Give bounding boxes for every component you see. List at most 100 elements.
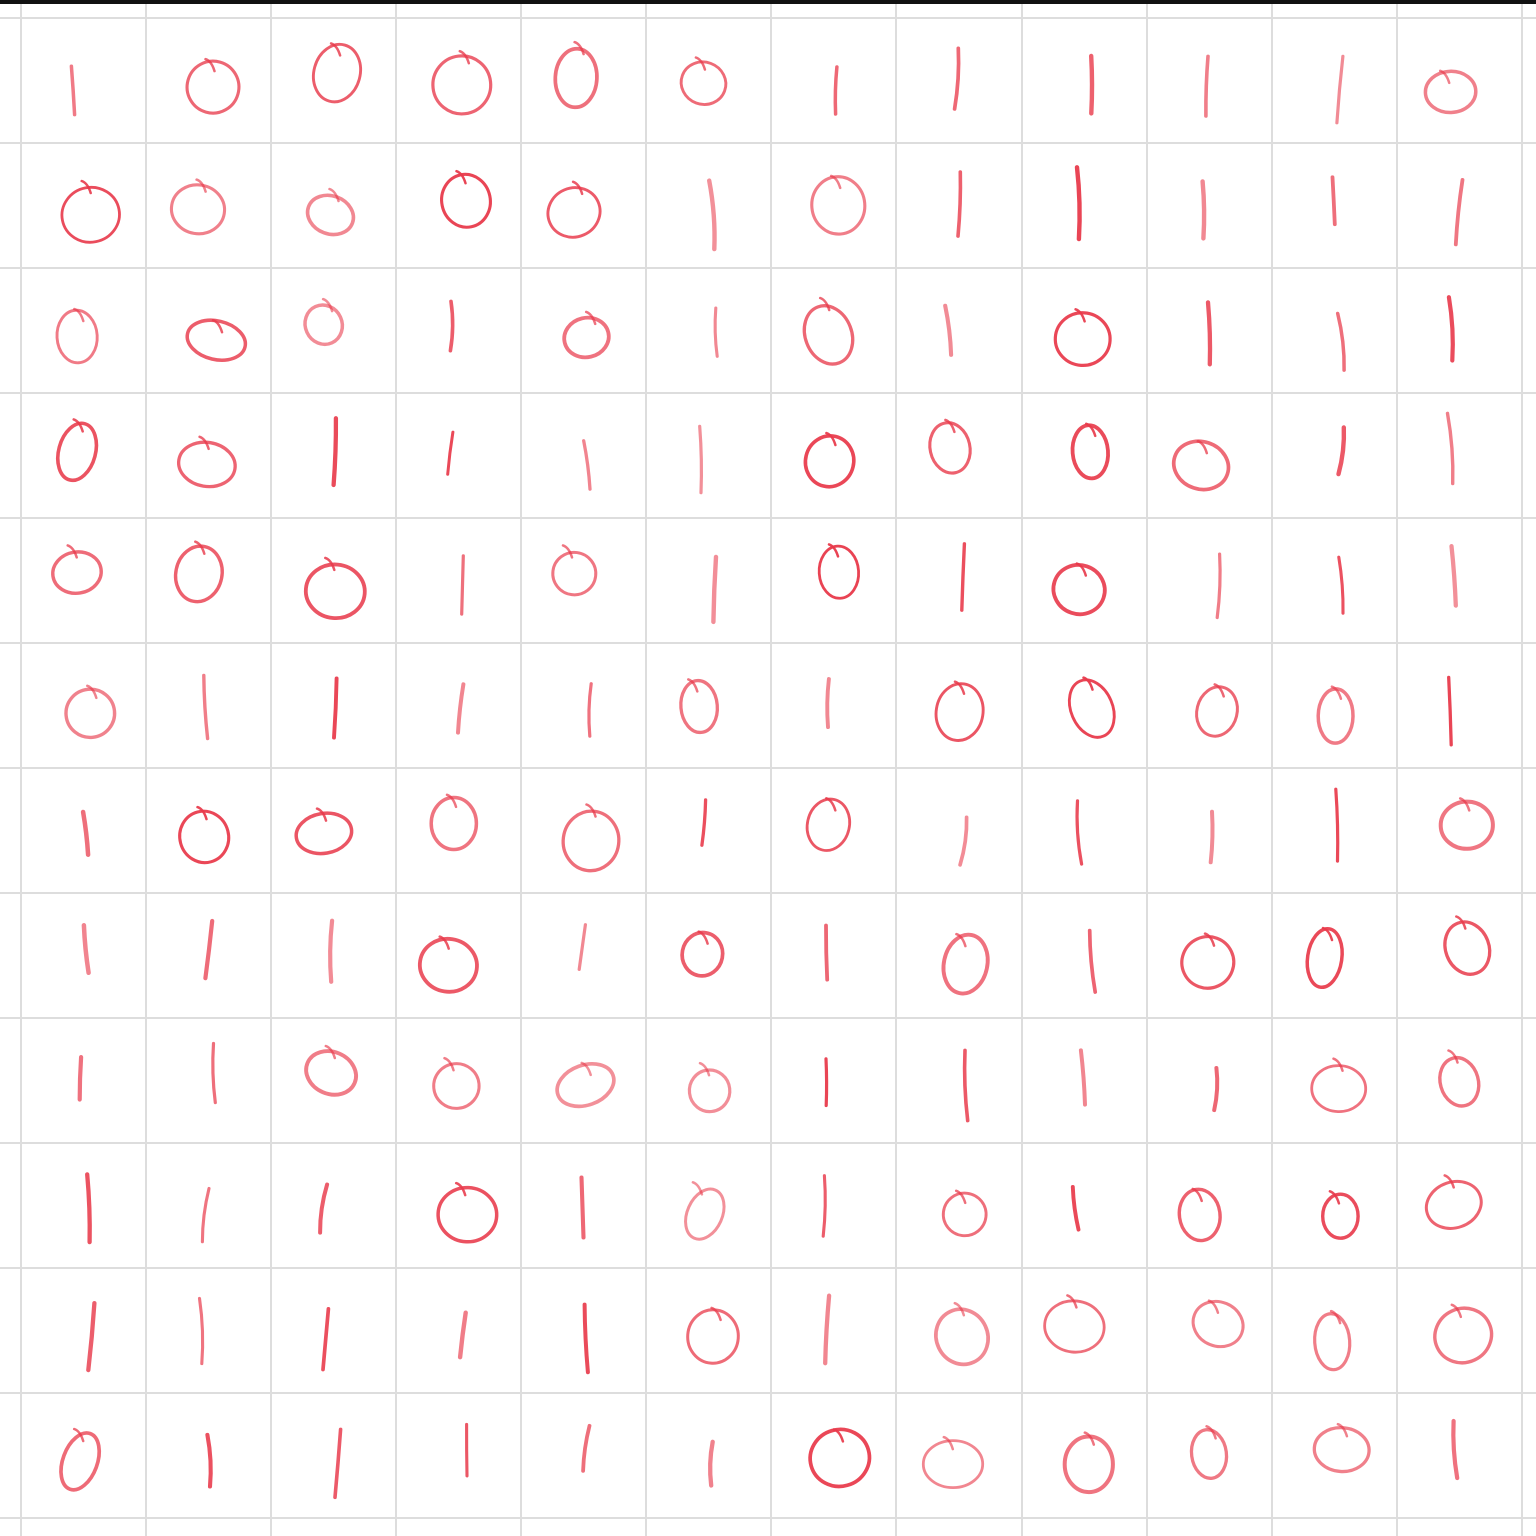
digit-zero-stroke: [1177, 1187, 1222, 1243]
grid-cell: [896, 1143, 1021, 1268]
digit-zero-stroke: [1443, 920, 1492, 976]
digit-one-stroke: [321, 1307, 331, 1372]
digit-zero-stroke: [679, 60, 728, 106]
grid-cell: [1397, 518, 1522, 643]
digit-zero-tail: [1438, 69, 1451, 85]
digit-one-stroke: [457, 1310, 468, 1360]
digit-one-stroke: [211, 1041, 217, 1105]
grid-cell: [1022, 518, 1147, 643]
digit-zero-tail: [1196, 439, 1209, 455]
digit-zero-tail: [829, 174, 842, 190]
digit-zero-stroke: [817, 544, 861, 600]
digit-zero-stroke: [941, 932, 990, 996]
digit-zero-stroke: [941, 1191, 988, 1238]
digit-zero-stroke: [305, 193, 356, 237]
grid-cell: [396, 768, 521, 893]
grid-cell: [146, 518, 271, 643]
digit-zero-stroke: [185, 318, 248, 362]
grid-cell: [646, 268, 771, 393]
grid-cell: [896, 393, 1021, 518]
grid-cell: [1397, 768, 1522, 893]
digit-zero-tail: [1213, 683, 1225, 698]
digit-zero-stroke: [553, 46, 599, 110]
digit-zero-tail: [1450, 1303, 1463, 1319]
grid-cell: [21, 143, 146, 268]
digit-one-stroke: [956, 170, 963, 238]
digit-zero-stroke: [59, 1431, 102, 1492]
digit-one-stroke: [579, 1175, 586, 1240]
digit-zero-stroke: [1423, 69, 1478, 115]
digit-zero-stroke: [1062, 1434, 1115, 1495]
digit-one-stroke: [203, 918, 215, 981]
grid-cell: [396, 1018, 521, 1143]
grid-cell: [1272, 143, 1397, 268]
digit-zero-stroke: [417, 936, 479, 994]
digit-zero-stroke: [680, 930, 725, 978]
digit-one-stroke: [711, 554, 719, 625]
grid-cell: [271, 143, 396, 268]
grid-cell: [771, 1018, 896, 1143]
digit-one-stroke: [446, 430, 455, 476]
digit-zero-stroke: [311, 42, 363, 104]
digit-one-stroke: [713, 306, 719, 358]
grid-cell: [1397, 18, 1522, 143]
grid-cell: [21, 893, 146, 1018]
grid-cell: [146, 643, 271, 768]
grid-cell: [896, 1268, 1021, 1393]
digit-zero-tail: [827, 543, 840, 558]
digit-zero-stroke: [169, 183, 227, 236]
digit-one-stroke: [1449, 544, 1458, 608]
digit-zero-tail: [1443, 1174, 1455, 1189]
digit-zero-stroke: [934, 682, 985, 742]
digit-one-stroke: [333, 1427, 343, 1500]
digit-zero-stroke: [1316, 687, 1355, 745]
grid-cell: [896, 268, 1021, 393]
grid-cell: [521, 1268, 646, 1393]
digit-zero-tail: [443, 1056, 455, 1072]
digit-one-stroke: [960, 542, 967, 612]
digit-zero-stroke: [64, 687, 117, 740]
digit-one-stroke: [1334, 787, 1340, 863]
grid-cell: [646, 1018, 771, 1143]
digit-zero-stroke: [440, 172, 492, 229]
digit-zero-stroke: [1320, 1192, 1360, 1240]
grid-cell: [1147, 393, 1272, 518]
digit-zero-tail: [1328, 1190, 1341, 1205]
digit-one-stroke: [1446, 295, 1455, 363]
grid-cell: [21, 18, 146, 143]
grid-cell: [646, 768, 771, 893]
digit-one-stroke: [582, 439, 592, 491]
digit-zero-tail: [698, 1061, 711, 1077]
digit-zero-stroke: [60, 185, 121, 244]
digit-zero-tail: [955, 932, 967, 948]
grid-cell: [271, 1393, 396, 1518]
digit-zero-stroke: [303, 303, 345, 347]
digit-one-stroke: [1089, 53, 1095, 116]
digit-one-stroke: [833, 65, 839, 116]
digit-zero-stroke: [1053, 311, 1112, 368]
digit-one-stroke: [698, 424, 704, 495]
grid-cell: [1397, 1393, 1522, 1518]
grid-cell: [1272, 893, 1397, 1018]
digit-zero-tail: [1203, 932, 1216, 947]
digit-zero-tail: [198, 435, 210, 451]
digit-zero-stroke: [431, 54, 493, 116]
digit-one-stroke: [456, 682, 466, 735]
grid-cell: [21, 393, 146, 518]
digit-zero-tail: [825, 431, 837, 447]
digit-one-stroke: [1212, 1066, 1220, 1113]
digit-one-stroke: [1078, 1048, 1087, 1107]
grid-cell: [1272, 18, 1397, 143]
digit-zero-tail: [72, 1427, 85, 1443]
grid-cell: [1272, 643, 1397, 768]
digit-one-stroke: [200, 1186, 211, 1244]
grid-cell: [271, 393, 396, 518]
grid-cell: [646, 893, 771, 1018]
grid-cell: [271, 893, 396, 1018]
grid-cell: [1272, 1393, 1397, 1518]
digit-one-stroke: [197, 1296, 205, 1366]
digit-zero-stroke: [802, 304, 855, 366]
digit-zero-stroke: [1305, 926, 1344, 990]
digit-zero-tail: [194, 540, 206, 555]
grid-cell: [646, 143, 771, 268]
